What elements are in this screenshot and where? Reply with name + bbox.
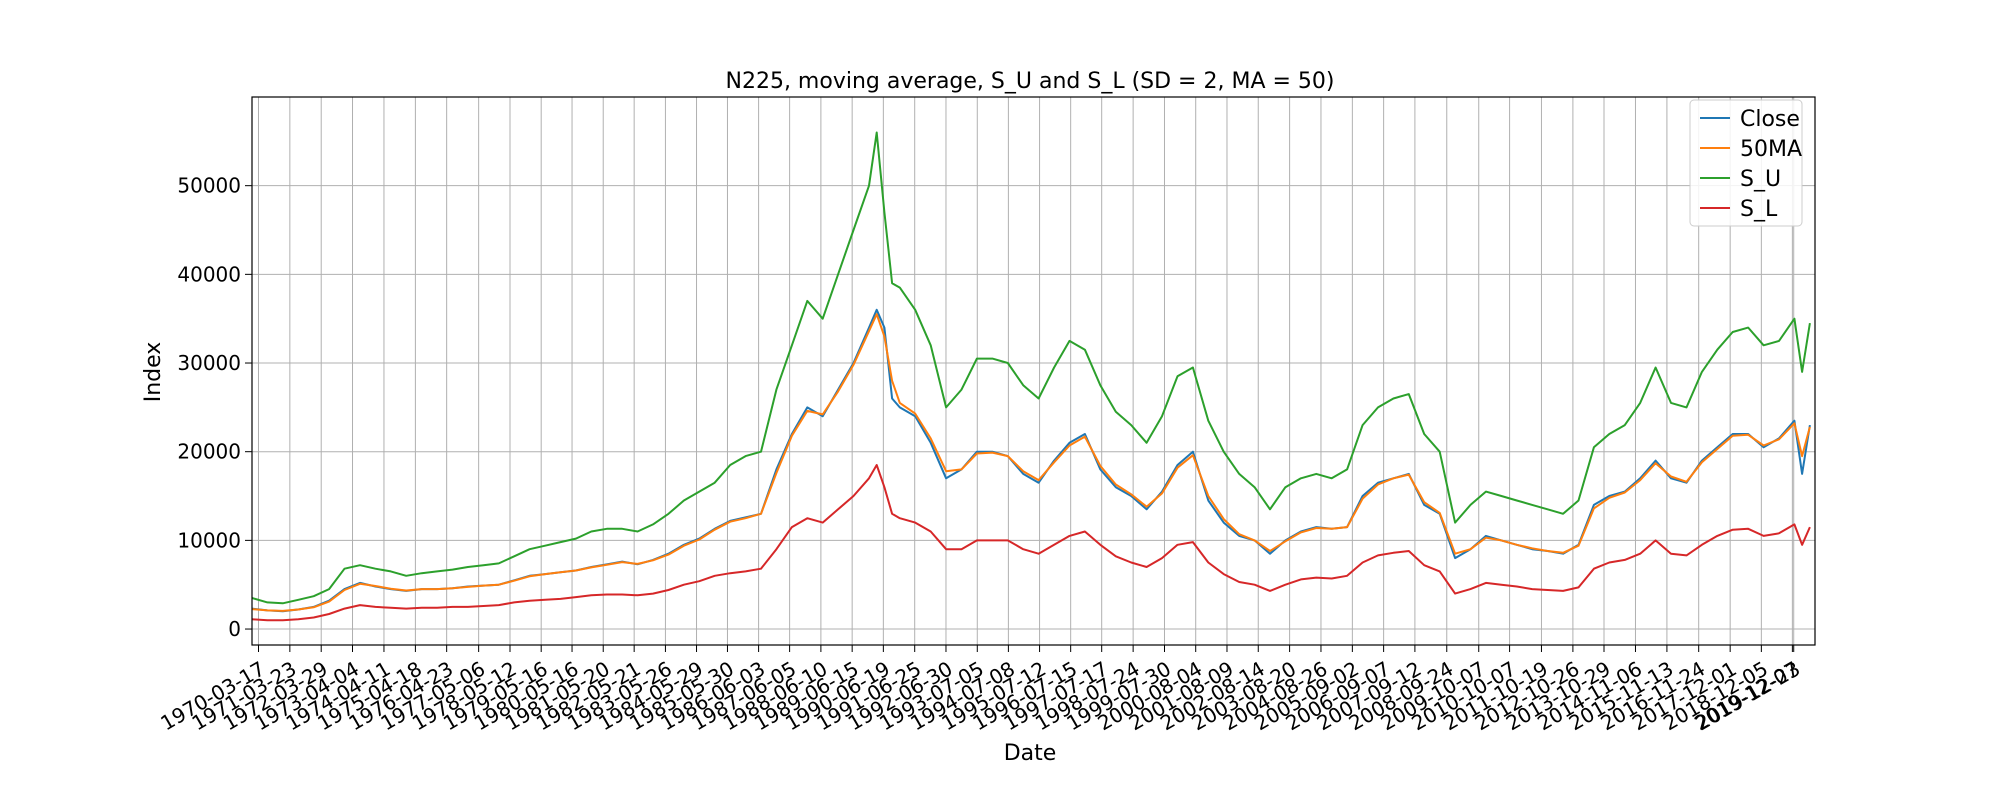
chart-title: N225, moving average, S_U and S_L (SD = …	[726, 69, 1335, 94]
legend-box	[1689, 99, 1803, 227]
y-tick-label: 20000	[177, 440, 241, 464]
series-layer	[251, 131, 1811, 622]
x-axis-label: Date	[1004, 741, 1057, 766]
legend: Close 50MA S_U S_L	[1689, 99, 1803, 227]
series-line-50ma	[251, 313, 1811, 612]
series-line-s_u	[251, 131, 1811, 605]
y-tick-label: 10000	[177, 528, 241, 552]
y-axis: 0 10000 20000 30000 40000 50000	[177, 174, 252, 641]
y-tick-label: 40000	[177, 262, 241, 286]
y-tick-label: 30000	[177, 351, 241, 375]
legend-label: S_L	[1740, 197, 1778, 222]
series-line-s_l	[251, 464, 1811, 622]
y-axis-label: Index	[141, 342, 166, 403]
grid	[252, 97, 1815, 645]
legend-label: S_U	[1740, 167, 1781, 192]
plot-frame	[251, 96, 1816, 646]
legend-label: 50MA	[1740, 137, 1802, 162]
x-axis: 1970-03-171971-03-231972-03-291973-04-04…	[156, 645, 1804, 735]
y-tick-label: 50000	[177, 174, 241, 198]
y-tick-label: 0	[228, 617, 241, 641]
legend-label: Close	[1740, 107, 1800, 132]
